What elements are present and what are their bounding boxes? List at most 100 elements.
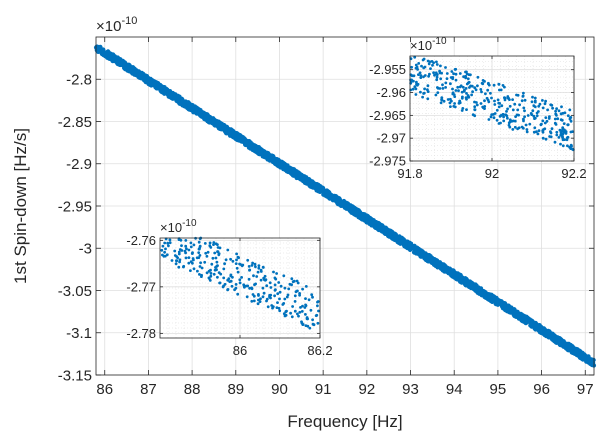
data-point xyxy=(108,56,113,62)
data-point xyxy=(551,334,557,340)
data-point xyxy=(217,123,223,129)
data-point xyxy=(541,136,545,140)
data-point xyxy=(146,75,151,81)
data-point xyxy=(209,274,213,278)
data-point xyxy=(290,172,295,177)
data-point xyxy=(238,278,242,282)
data-point xyxy=(145,79,150,85)
data-point xyxy=(164,88,169,93)
data-point xyxy=(247,265,251,268)
data-point xyxy=(303,306,307,309)
data-point xyxy=(518,103,521,107)
data-point xyxy=(465,108,468,111)
y-tick-label: -2.78 xyxy=(126,326,156,341)
data-point xyxy=(434,93,438,97)
data-point xyxy=(521,95,525,98)
data-point xyxy=(256,149,261,154)
data-point xyxy=(502,115,505,119)
data-point xyxy=(251,261,255,265)
data-point xyxy=(530,113,534,116)
data-point xyxy=(433,73,436,77)
y-tick-label: -2.965 xyxy=(369,108,406,123)
data-point xyxy=(318,186,323,191)
data-point xyxy=(452,93,456,96)
data-point xyxy=(553,117,557,121)
data-point xyxy=(200,266,204,270)
data-point xyxy=(465,72,469,76)
data-point xyxy=(266,305,270,309)
data-point xyxy=(296,312,299,316)
data-point xyxy=(222,276,226,280)
x-tick-label: 86 xyxy=(96,381,113,398)
data-point xyxy=(441,83,444,87)
data-point xyxy=(431,63,434,67)
data-point xyxy=(452,104,456,108)
data-point xyxy=(205,271,209,275)
data-point xyxy=(192,267,196,271)
data-point xyxy=(278,297,281,301)
data-point xyxy=(533,117,536,120)
data-point xyxy=(423,65,427,69)
data-point xyxy=(442,264,448,269)
data-point xyxy=(557,339,562,344)
inset-lower-exponent-power: -10 xyxy=(182,218,197,229)
data-point xyxy=(464,87,468,90)
data-point xyxy=(180,244,183,248)
data-point xyxy=(282,274,286,278)
data-point xyxy=(508,125,512,129)
data-point xyxy=(254,265,257,269)
data-point xyxy=(262,276,266,280)
data-point xyxy=(221,285,225,289)
data-point xyxy=(237,256,241,260)
data-point xyxy=(582,356,588,362)
data-point xyxy=(209,268,212,272)
data-point xyxy=(434,258,440,263)
data-point xyxy=(440,71,443,75)
data-point xyxy=(212,241,216,244)
data-point xyxy=(555,107,558,111)
data-point xyxy=(178,258,182,262)
data-point xyxy=(426,253,431,258)
data-point xyxy=(492,83,496,87)
data-point xyxy=(529,320,534,326)
inset-upper-exponent-base: ×10 xyxy=(410,38,432,53)
data-point xyxy=(229,274,233,278)
data-point xyxy=(503,96,507,100)
data-point xyxy=(209,246,213,249)
data-point xyxy=(566,136,569,140)
data-point xyxy=(126,62,132,67)
data-point xyxy=(557,109,561,113)
data-point xyxy=(197,251,201,255)
data-point xyxy=(471,90,474,94)
data-point xyxy=(282,312,286,316)
data-point xyxy=(544,137,548,141)
data-point xyxy=(466,77,470,81)
data-point xyxy=(259,268,263,272)
data-point xyxy=(560,105,563,109)
data-point xyxy=(94,45,99,50)
data-point xyxy=(578,349,583,354)
data-point xyxy=(293,309,297,313)
data-point xyxy=(418,71,422,75)
data-point xyxy=(571,147,574,151)
data-point xyxy=(551,106,554,110)
data-point xyxy=(235,252,239,256)
data-point xyxy=(350,206,356,211)
data-point xyxy=(301,304,304,308)
data-point xyxy=(120,58,126,64)
data-point xyxy=(273,283,277,287)
data-point xyxy=(271,157,276,162)
data-point xyxy=(222,267,226,271)
data-point xyxy=(444,86,447,89)
data-point xyxy=(513,102,517,106)
data-point xyxy=(192,243,196,247)
data-point xyxy=(506,107,509,111)
data-point xyxy=(561,138,565,142)
data-point xyxy=(398,235,403,240)
data-point xyxy=(457,89,460,93)
data-point xyxy=(555,113,558,117)
data-point xyxy=(419,76,423,79)
inset-upper: 91.8 92 92.2 -2.975-2.97-2.965-2.96-2.955 … xyxy=(369,36,587,181)
data-point xyxy=(257,266,261,270)
data-point xyxy=(403,243,408,248)
